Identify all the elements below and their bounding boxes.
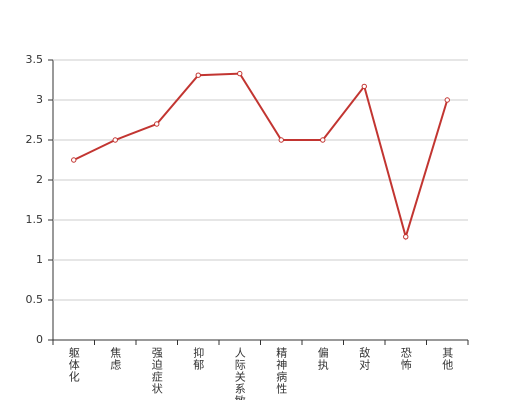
- point: [361, 83, 367, 90]
- x-tick-label: 精神病性: [275, 347, 288, 395]
- x-tick-label: 焦虑: [109, 347, 122, 371]
- x-tick-label: 躯体化: [67, 347, 80, 383]
- point: [71, 157, 77, 163]
- y-tick-label: 2: [36, 173, 43, 186]
- x-tick-label: 恐怖: [399, 347, 412, 371]
- point: [320, 137, 326, 143]
- point: [154, 121, 160, 127]
- x-tick-label: 人际关系敏感: [233, 347, 246, 400]
- x-tick-label: 抑郁: [192, 346, 205, 371]
- line: [73, 72, 449, 241]
- point: [237, 70, 243, 77]
- x-tick-label: 其他: [441, 347, 454, 371]
- y-tick-label: 1: [36, 253, 43, 266]
- point: [403, 234, 409, 240]
- point: [278, 137, 284, 143]
- point: [112, 137, 118, 143]
- y-tick-label: 1.5: [26, 213, 44, 226]
- x-tick-label: 敌对: [358, 346, 371, 371]
- point: [444, 97, 450, 103]
- y-tick-label: 0: [36, 333, 43, 346]
- y-tick-label: 0.5: [26, 293, 44, 306]
- point: [195, 72, 201, 78]
- y-tick-label: 2.5: [26, 133, 44, 146]
- x-tick-label: 强迫症状: [150, 347, 163, 395]
- y-tick-label: 3.5: [26, 53, 44, 66]
- x-tick-label: 偏执: [316, 346, 329, 371]
- y-tick-label: 3: [36, 93, 43, 106]
